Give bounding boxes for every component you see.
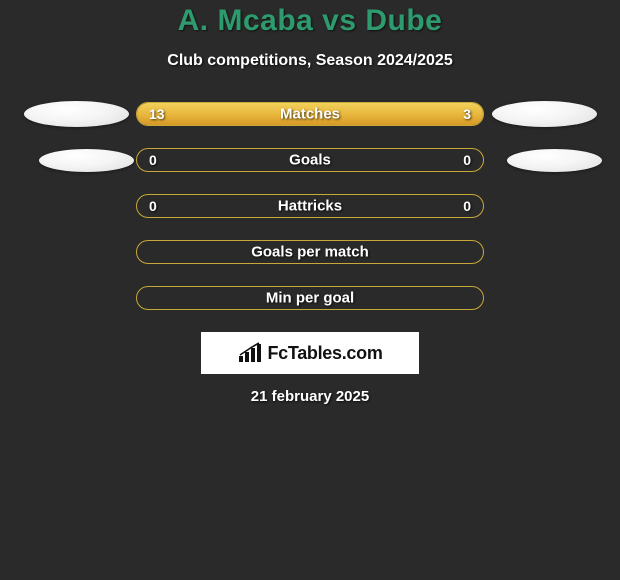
stat-label: Goals (289, 152, 331, 169)
player-right-marker (507, 149, 602, 172)
stat-value-left: 0 (149, 198, 157, 214)
stat-row: Min per goal (0, 286, 620, 310)
player-left-marker (24, 101, 129, 127)
source-logo: FcTables.com (201, 332, 419, 374)
stat-row: Goals 0 0 (0, 148, 620, 172)
stat-bar: Goals per match (136, 240, 484, 264)
stat-value-right: 3 (463, 106, 471, 122)
stat-row: Hattricks 0 0 (0, 194, 620, 218)
stat-label: Hattricks (278, 198, 342, 215)
stat-value-right: 0 (463, 198, 471, 214)
stat-bar: Min per goal (136, 286, 484, 310)
stat-value-left: 13 (149, 106, 165, 122)
stat-bar: Hattricks 0 0 (136, 194, 484, 218)
page-title: A. Mcaba vs Dube (0, 4, 620, 38)
stat-label: Goals per match (251, 244, 369, 261)
comparison-infographic: A. Mcaba vs Dube Club competitions, Seas… (0, 0, 620, 405)
bar-segment-left (137, 103, 418, 125)
stat-value-left: 0 (149, 152, 157, 168)
stat-label: Matches (280, 106, 340, 123)
logo-text: FcTables.com (267, 343, 382, 364)
bar-segment-right (418, 103, 483, 125)
stat-label: Min per goal (266, 290, 354, 307)
stat-bar: Matches 13 3 (136, 102, 484, 126)
bars-icon (237, 342, 263, 364)
date-label: 21 february 2025 (0, 388, 620, 405)
left-marker-slot (16, 149, 136, 172)
stat-bar: Goals 0 0 (136, 148, 484, 172)
right-marker-slot (484, 101, 604, 127)
player-right-marker (492, 101, 597, 127)
stat-row: Goals per match (0, 240, 620, 264)
left-marker-slot (16, 101, 136, 127)
stat-row: Matches 13 3 (0, 102, 620, 126)
stat-rows: Matches 13 3 Goals 0 0 Hattricks 0 0 Goals per ma… (0, 102, 620, 310)
subtitle: Club competitions, Season 2024/2025 (0, 52, 620, 70)
player-left-marker (39, 149, 134, 172)
right-marker-slot (484, 149, 604, 172)
stat-value-right: 0 (463, 152, 471, 168)
